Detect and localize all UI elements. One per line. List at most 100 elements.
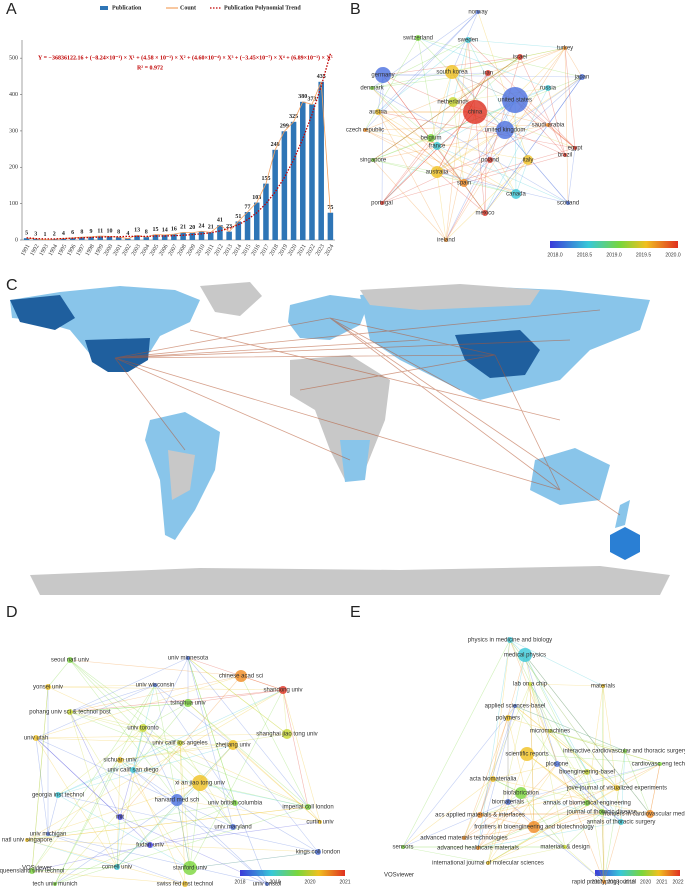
colorbar-d <box>240 870 345 876</box>
bar <box>60 238 67 240</box>
node <box>228 740 238 750</box>
edge <box>54 742 181 885</box>
data-label: 21 <box>180 225 186 231</box>
node-label: tsinghua univ <box>170 701 205 707</box>
edge <box>556 763 622 823</box>
edge <box>436 99 516 173</box>
greenland <box>200 282 262 316</box>
edge <box>57 794 191 869</box>
node-label: tech univ munich <box>32 882 77 888</box>
data-label: 4 <box>126 231 129 237</box>
edge <box>402 639 511 848</box>
edge <box>487 763 558 864</box>
institution_network-edges <box>26 657 321 885</box>
node <box>623 749 627 753</box>
node <box>235 670 247 682</box>
edge <box>436 129 506 173</box>
bar <box>318 81 324 241</box>
edge <box>26 689 284 841</box>
edge <box>487 47 566 74</box>
node <box>563 46 567 50</box>
edge <box>524 654 651 815</box>
edge <box>463 826 535 839</box>
bar <box>97 236 104 240</box>
node-label: interactive cardiovascular and thoracic … <box>563 749 685 755</box>
node-label: china <box>468 110 483 116</box>
edge <box>31 686 49 872</box>
edge <box>35 737 234 746</box>
y-tick-label: 300 <box>9 128 18 134</box>
node-label: denmark <box>360 86 384 92</box>
node-label: physics in medicine and biology <box>468 638 552 644</box>
bar <box>106 236 113 240</box>
edge <box>452 39 469 103</box>
edge <box>57 727 144 796</box>
edge <box>526 753 588 804</box>
edge <box>509 639 588 804</box>
edge <box>381 124 549 204</box>
x-tick-label: 1992 <box>30 244 41 257</box>
edge <box>364 129 517 195</box>
edge <box>372 159 517 195</box>
edge <box>514 705 626 752</box>
node-label: annals of biomedical engineering <box>543 801 631 807</box>
edge <box>524 654 603 813</box>
edge <box>364 47 566 131</box>
edge <box>372 56 521 161</box>
node-label: australia <box>426 170 449 176</box>
edge <box>382 72 489 76</box>
panel-label: A <box>6 1 17 18</box>
node-label: natl univ singapore <box>2 838 53 844</box>
edge <box>417 37 438 147</box>
x-tick-label: 2015 <box>241 244 252 257</box>
edge <box>533 826 566 848</box>
node-label: singapore <box>360 158 387 164</box>
panel-label: B <box>350 1 361 18</box>
edge <box>307 806 321 823</box>
edge <box>142 727 178 801</box>
node <box>486 861 490 865</box>
x-tick-label: 1993 <box>39 244 50 257</box>
edge <box>35 675 242 739</box>
edge <box>507 801 605 883</box>
bar <box>281 131 288 240</box>
edge <box>477 639 511 849</box>
node-label: brazil <box>558 153 572 159</box>
count-line <box>26 81 331 241</box>
node-label: frontiers in cardiovascular medicine <box>603 812 685 818</box>
antarctica <box>30 566 670 595</box>
node <box>563 845 567 849</box>
edge <box>149 821 321 846</box>
node-label: zhejiang univ <box>215 743 250 749</box>
edge <box>564 47 569 204</box>
edge <box>514 705 618 789</box>
edge <box>69 659 234 828</box>
edge <box>509 639 618 789</box>
y-tick-label: 200 <box>9 165 18 171</box>
edge <box>69 659 242 677</box>
edge <box>402 801 509 848</box>
data-label: 77 <box>245 204 251 210</box>
edge <box>189 689 284 869</box>
edge <box>529 683 551 732</box>
node <box>520 747 534 761</box>
edge <box>467 39 486 214</box>
edge <box>487 846 566 864</box>
edge <box>452 87 549 103</box>
edge <box>26 802 236 841</box>
edge <box>463 76 583 184</box>
logo: VOSviewer <box>22 866 52 872</box>
x-tick-label: 2008 <box>177 244 188 257</box>
node <box>463 100 487 124</box>
node <box>184 699 192 707</box>
edge <box>445 159 529 241</box>
edge <box>436 47 566 173</box>
node-label: united kingdom <box>485 128 526 134</box>
edge <box>132 769 309 808</box>
node-label: annals of thoracic surgery <box>587 820 656 826</box>
bar <box>180 232 186 240</box>
edge <box>47 659 71 688</box>
colorbar-e <box>595 870 680 876</box>
edge <box>477 811 603 849</box>
node-label: univ utah <box>24 736 48 742</box>
